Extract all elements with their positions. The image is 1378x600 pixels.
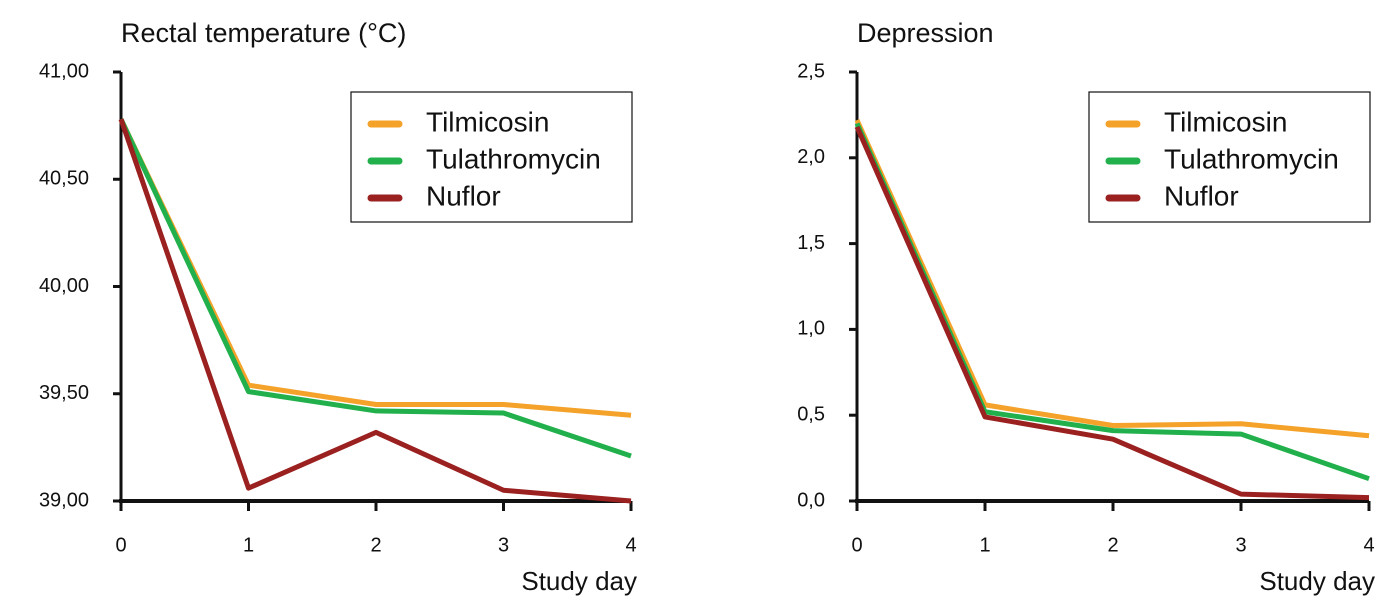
- y-tick-label: 1,5: [797, 232, 825, 254]
- y-tick-label: 2,5: [797, 60, 825, 82]
- series-line: [854, 125, 1370, 501]
- series-line: [118, 118, 632, 459]
- legend-label: Tilmicosin: [426, 106, 549, 137]
- x-tick-label: 2: [370, 534, 381, 556]
- x-tick-label: 0: [851, 534, 862, 556]
- chart-title: Rectal temperature (°C): [121, 18, 406, 48]
- x-tick-label: 1: [243, 534, 254, 556]
- chart-title: Depression: [857, 18, 994, 48]
- x-tick-label: 2: [1107, 534, 1118, 556]
- y-tick-label: 39,50: [39, 382, 89, 404]
- series-line: [118, 118, 632, 504]
- legend-label: Nuflor: [1164, 180, 1239, 211]
- y-tick-label: 1,0: [797, 318, 825, 340]
- y-tick-label: 40,50: [39, 168, 89, 190]
- y-tick-label: 41,00: [39, 60, 89, 82]
- y-tick-label: 40,00: [39, 275, 89, 297]
- x-tick-label: 1: [979, 534, 990, 556]
- legend-label: Tulathromycin: [1164, 143, 1339, 174]
- x-tick-label: 4: [1363, 534, 1374, 556]
- x-axis-label: Study day: [1259, 566, 1375, 596]
- x-tick-label: 4: [625, 534, 636, 556]
- y-tick-label: 0,5: [797, 403, 825, 425]
- x-tick-label: 3: [1235, 534, 1246, 556]
- x-tick-label: 0: [115, 534, 126, 556]
- y-tick-label: 0,0: [797, 489, 825, 511]
- y-tick-label: 2,0: [797, 146, 825, 168]
- legend-label: Nuflor: [426, 180, 501, 211]
- legend-label: Tilmicosin: [1164, 106, 1287, 137]
- legend-label: Tulathromycin: [426, 143, 601, 174]
- y-tick-label: 39,00: [39, 489, 89, 511]
- x-axis-label: Study day: [521, 566, 637, 596]
- x-tick-label: 3: [498, 534, 509, 556]
